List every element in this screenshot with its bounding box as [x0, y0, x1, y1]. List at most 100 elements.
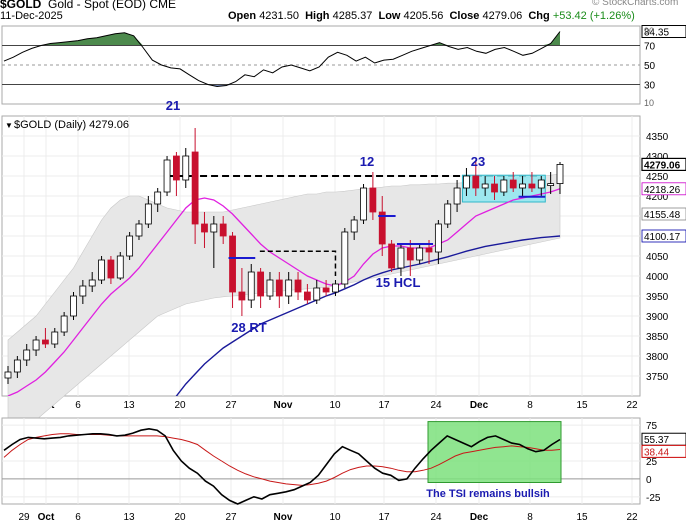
candle-body: [79, 285, 87, 297]
candle-body: [556, 163, 564, 184]
price-tag-box: [641, 157, 686, 171]
tsi-tick-label: -25: [646, 493, 661, 504]
candle-body: [144, 203, 152, 225]
candle-body: [294, 279, 302, 293]
tsi-x-tick-label: 24: [430, 512, 442, 523]
candle-body: [60, 315, 68, 333]
annotation-label: 15 HCL: [376, 275, 421, 290]
candle-body: [238, 291, 246, 301]
tsi-note: The TSI remains bullsih: [426, 488, 550, 500]
candle-body: [275, 279, 283, 297]
candle-body: [332, 283, 339, 293]
close-value: 4279.06: [482, 10, 523, 22]
price-tag-label: 4155.48: [644, 210, 681, 221]
tsi-x-tick-label: 17: [378, 512, 390, 523]
candle-body: [191, 151, 199, 225]
price-x-tick-label: 27: [225, 400, 237, 411]
price-x-tick-label: 24: [430, 400, 442, 411]
panel-menu-icon: ▼: [5, 121, 13, 130]
candle-body: [247, 271, 255, 301]
rsi-line: [3, 31, 561, 88]
price-panel-title: $GOLD (Daily) 4279.06: [14, 119, 129, 131]
change-value: +53.42 (+1.26%): [552, 10, 635, 22]
low-label: Low: [378, 10, 401, 22]
change-label: Chg: [528, 10, 550, 22]
price-tick-label: 4250: [646, 172, 669, 183]
candle-body: [453, 187, 461, 205]
price-tick-label: 3950: [646, 292, 669, 303]
price-x-tick-label: Dec: [470, 400, 489, 411]
candle-body: [42, 339, 49, 345]
tsi-x-tick-label: Dec: [470, 512, 489, 523]
candle-body: [350, 219, 358, 233]
candle-body: [397, 247, 405, 269]
candle-body: [378, 211, 386, 245]
candle-body: [481, 183, 489, 189]
price-x-tick-label: 17: [378, 400, 390, 411]
dashed-bracket: [259, 250, 337, 276]
candle-body: [23, 349, 31, 361]
candle-body: [135, 223, 143, 237]
stockcharts-credit: © StockCharts.com: [592, 0, 679, 8]
price-x-tick-label: Nov: [274, 400, 293, 411]
candle-body: [509, 179, 517, 189]
candle-body: [500, 179, 508, 193]
price-x-tick-label: 8: [527, 400, 533, 411]
candle-body: [285, 279, 293, 297]
candle-body: [528, 183, 536, 189]
ema-fast-line: [7, 188, 561, 396]
price-tag-box: [641, 182, 686, 196]
high-value: 4285.37: [332, 10, 373, 22]
candle-body: [322, 287, 330, 293]
annotation-label: 21: [166, 98, 180, 113]
low-value: 4205.56: [403, 10, 444, 22]
rsi-overbought-fill: [4, 31, 560, 46]
candle-body: [463, 175, 470, 189]
high-label: High: [305, 10, 330, 22]
price-tick-label: 3850: [646, 332, 669, 343]
candle-body: [341, 231, 349, 285]
tsi-x-tick-label: 15: [576, 512, 588, 523]
price-tag-label: 4100.17: [644, 232, 681, 243]
tsi-value-label: 38.44: [644, 447, 669, 458]
candle-body: [107, 259, 115, 279]
candle-body: [266, 279, 274, 297]
tsi-x-tick-label: 10: [329, 512, 341, 523]
tsi-line: [3, 427, 561, 505]
candle-body: [219, 223, 227, 237]
tsi-tick-label: 75: [646, 421, 658, 432]
candle-body: [406, 247, 414, 261]
annotation-label: 28 RT: [231, 320, 266, 335]
candle-body: [13, 359, 21, 373]
rsi-value-tag: [641, 25, 686, 39]
candle-body: [444, 203, 452, 225]
open-value: 4231.50: [259, 10, 299, 22]
tsi-tick-label: 25: [646, 457, 658, 468]
candle-body: [416, 247, 424, 261]
price-tick-label: 4200: [646, 192, 669, 203]
candle-body: [88, 279, 96, 287]
price-tick-label: 3800: [646, 352, 669, 363]
candle-body: [313, 287, 321, 301]
tsi-x-tick-label: 29: [18, 512, 30, 523]
price-series-group: [4, 128, 564, 396]
rsi-tick-label: 10: [644, 98, 654, 108]
candle-body: [472, 175, 480, 189]
candle-body: [388, 243, 395, 269]
candle-body: [369, 187, 377, 213]
price-tick-label: 4000: [646, 272, 669, 283]
price-tick-label: 4300: [646, 152, 669, 163]
tsi-x-tick-label: 6: [75, 512, 81, 523]
price-tick-label: 3900: [646, 312, 669, 323]
candle-body: [182, 155, 190, 181]
price-x-tick-label: 22: [626, 400, 638, 411]
candle-body: [360, 187, 367, 221]
tsi-x-tick-label: 20: [174, 512, 186, 523]
rsi-tick-label: 50: [644, 61, 656, 72]
candle-body: [257, 271, 265, 297]
tsi-x-tick-label: 22: [626, 512, 638, 523]
price-x-tick-label: 20: [174, 400, 186, 411]
rsi-value-label: 84.35: [644, 28, 669, 39]
candle-body: [519, 183, 526, 189]
